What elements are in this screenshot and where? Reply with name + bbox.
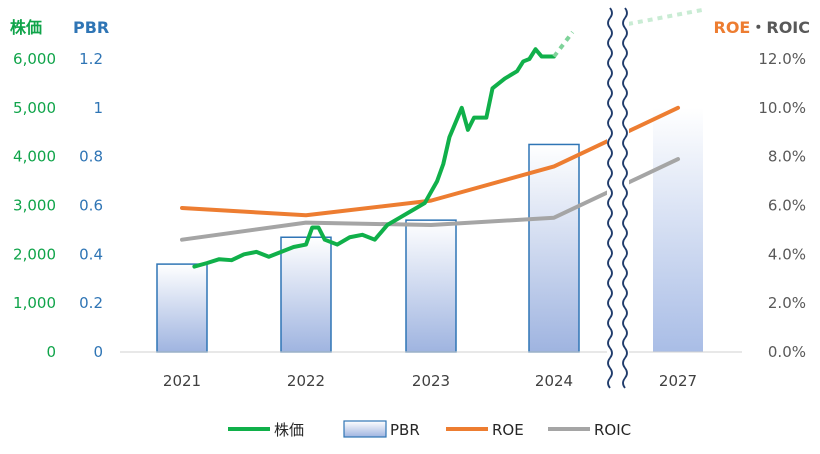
legend-item-price: 株価 (228, 421, 304, 439)
pbr-tick-label: 0.6 (79, 197, 103, 215)
price-tick-label: 5,000 (13, 99, 56, 117)
axis-break-wave-left (607, 7, 613, 389)
price-tick-label: 0 (46, 343, 56, 361)
pbr-axis-header: PBR (73, 18, 109, 37)
pct-tick-label: 12.0% (758, 50, 806, 68)
series-lines (180, 8, 703, 269)
pct-tick-label: 6.0% (768, 197, 806, 215)
series-line-roic (180, 157, 680, 242)
axis-break-mark (607, 7, 629, 389)
pbr-bar (528, 143, 580, 353)
category-label: 2022 (287, 372, 325, 390)
legend-label-pbr: PBR (390, 421, 420, 439)
legend: 株価 PBR ROE ROIC (228, 420, 631, 439)
pbr-tick-label: 0 (93, 343, 103, 361)
price-axis-header: 株価 (10, 18, 42, 37)
pbr-bar (280, 236, 332, 353)
pct-tick-label: 4.0% (768, 245, 806, 263)
price-forecast-line-faded (627, 8, 703, 26)
pbr-tick-label: 1.2 (79, 50, 103, 68)
price-forecast-line (552, 30, 575, 58)
price-tick-label: 1,000 (13, 294, 56, 312)
category-label: 2023 (412, 372, 450, 390)
pbr-tick-label: 0.4 (79, 245, 103, 263)
price-tick-label: 6,000 (13, 50, 56, 68)
legend-item-pbr: PBR (343, 420, 420, 439)
roic-header-part: ROIC (766, 18, 810, 37)
pct-tick-label: 10.0% (758, 99, 806, 117)
pbr-bars (156, 107, 703, 353)
pct-tick-label: 2.0% (768, 294, 806, 312)
legend-label-price: 株価 (274, 421, 304, 439)
legend-label-roe: ROE (492, 421, 524, 439)
series-line-roe (180, 105, 680, 218)
pbr-bar (156, 263, 208, 353)
pbr-tick-label: 0.2 (79, 294, 103, 312)
pbr-tick-label: 1 (93, 99, 103, 117)
category-label: 2024 (535, 372, 573, 390)
category-label: 2027 (659, 372, 697, 390)
roe-header-part: ROE (714, 18, 751, 37)
pbr-tick-label: 0.8 (79, 148, 103, 166)
category-label: 2021 (163, 372, 201, 390)
pct-tick-label: 0.0% (768, 343, 806, 361)
category-labels: 2021 2022 2023 2024 2027 (163, 372, 697, 390)
legend-swatch-pbr (343, 420, 387, 438)
pbr-bar (653, 107, 703, 352)
legend-item-roic: ROIC (548, 421, 631, 439)
pbr-bar (405, 219, 457, 353)
legend-label-roic: ROIC (594, 421, 631, 439)
axis-break-wave-right (622, 7, 628, 389)
price-tick-label: 4,000 (13, 148, 56, 166)
price-tick-label: 3,000 (13, 197, 56, 215)
pct-axis-header: ROE・ROIC (714, 18, 811, 37)
axis-ticks: 0 0 0.0% 1,000 0.2 2.0% 2,000 0.4 4.0% 3,000 0.6 6.… (13, 50, 806, 361)
price-tick-label: 2,000 (13, 245, 56, 263)
series-line-price (192, 47, 556, 269)
legend-item-roe: ROE (446, 421, 524, 439)
pct-tick-label: 8.0% (768, 148, 806, 166)
header-separator: ・ (750, 18, 766, 37)
